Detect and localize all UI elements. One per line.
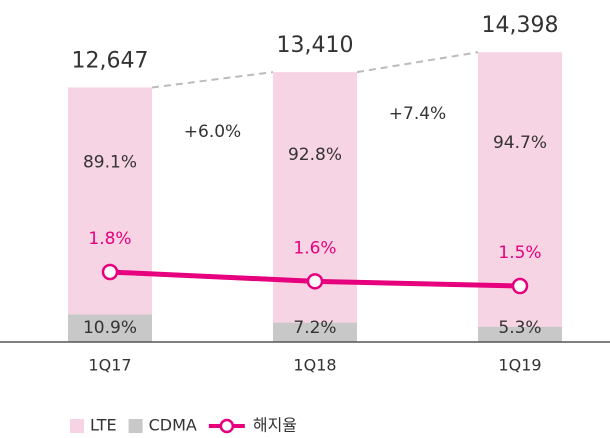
bar-segment-cdma [68, 314, 152, 342]
churn-label: 1.5% [498, 243, 541, 263]
x-tick-label: 1Q17 [88, 356, 131, 375]
churn-label: 1.8% [88, 229, 131, 249]
x-tick-label: 1Q18 [293, 356, 336, 375]
growth-annotation: +6.0% [184, 122, 241, 142]
churn-point [306, 273, 324, 290]
total-label: 12,647 [72, 48, 149, 73]
cdma-label: 7.2% [293, 318, 336, 338]
bar-segment-cdma [273, 322, 357, 342]
growth-connector [356, 51, 479, 74]
x-tick-label: 1Q19 [498, 356, 541, 375]
lte-label: 94.7% [493, 133, 547, 153]
legend-label: LTE [90, 416, 117, 435]
legend-swatch [70, 419, 84, 433]
growth-annotation: +7.4% [389, 104, 446, 124]
total-label: 13,410 [277, 33, 354, 58]
lte-label: 92.8% [288, 145, 342, 165]
bar-segment-cdma [478, 326, 562, 342]
cdma-label: 5.3% [498, 318, 541, 338]
legend-label: 해지율 [253, 416, 297, 435]
churn-point [101, 263, 119, 281]
growth-connector [151, 71, 274, 89]
cdma-label: 10.9% [83, 318, 137, 338]
legend-label: CDMA [149, 416, 197, 435]
legend-swatch [128, 419, 143, 433]
lte-label: 89.1% [83, 152, 137, 172]
total-label: 14,398 [482, 13, 559, 38]
churn-point [511, 277, 529, 295]
churn-label: 1.6% [293, 238, 336, 258]
legend-marker [219, 418, 235, 434]
